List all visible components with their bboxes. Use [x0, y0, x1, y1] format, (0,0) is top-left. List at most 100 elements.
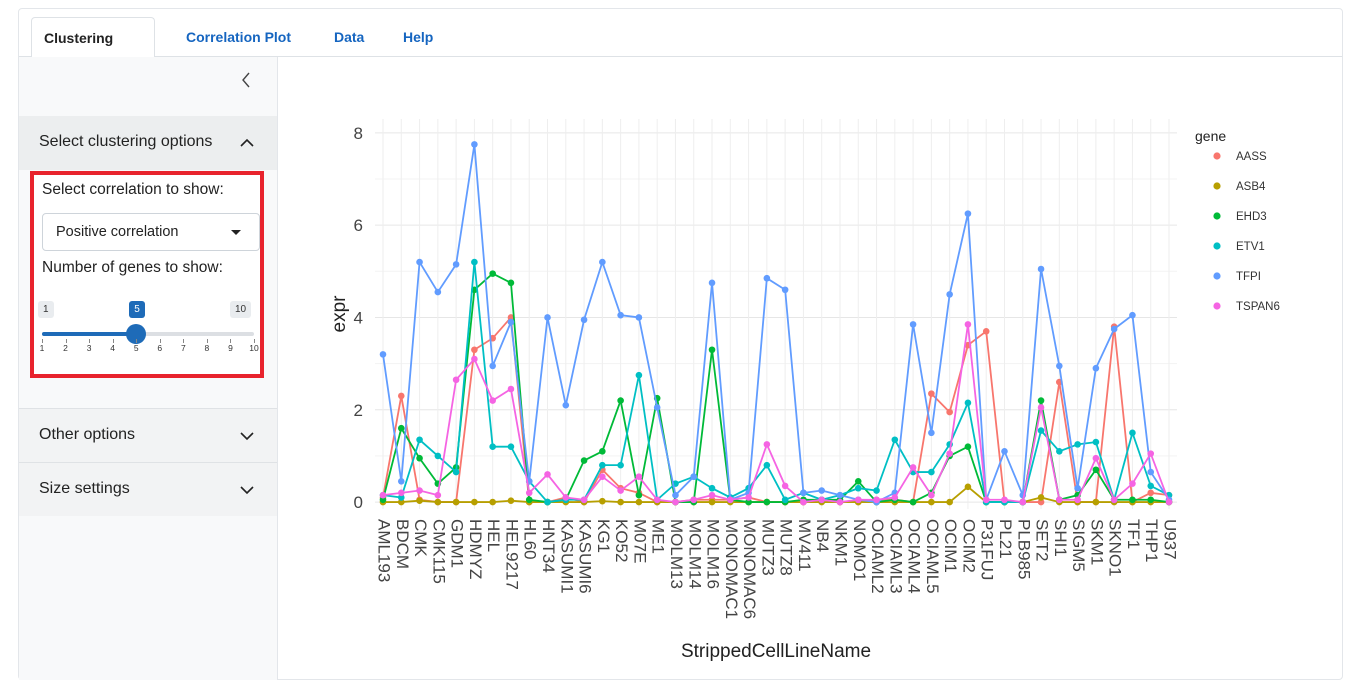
accordion-clustering-options[interactable]: Select clustering options: [19, 116, 277, 170]
data-point: [964, 210, 972, 217]
data-point: [452, 376, 460, 384]
data-point: [1147, 482, 1155, 490]
slider-tick: [42, 339, 43, 343]
x-tick-label: OCIAML2: [868, 519, 887, 594]
data-point: [580, 457, 588, 464]
x-tick-label: MV411: [795, 519, 814, 572]
y-tick-label: 8: [354, 124, 363, 143]
data-point: [416, 436, 423, 444]
accordion-title: Other options: [39, 426, 136, 443]
y-tick-label: 2: [354, 401, 363, 420]
x-tick-label: M07E: [630, 519, 649, 563]
data-point: [617, 487, 624, 494]
chevron-left-icon: [242, 72, 250, 88]
x-tick-label: MONOMAC1: [722, 519, 741, 619]
data-point: [690, 496, 698, 504]
slider-min-label: 1: [38, 301, 54, 318]
data-point: [672, 498, 679, 506]
x-tick-label: OCIM1: [941, 519, 960, 573]
legend-label: ASB4: [1236, 181, 1266, 193]
x-tick-label: OCIAML4: [905, 519, 924, 594]
data-point: [379, 496, 387, 504]
x-tick-label: NOMO1: [850, 519, 869, 581]
x-tick-label: HEL9217: [502, 519, 521, 590]
data-point: [1074, 441, 1081, 448]
x-tick-label: MUTZ3: [758, 519, 777, 576]
data-point: [525, 489, 533, 497]
data-point: [1074, 484, 1081, 492]
slider-tick-label: 2: [63, 343, 68, 353]
x-tick-label: OCIAML5: [923, 519, 942, 594]
x-tick-label: PLB985: [1014, 519, 1033, 580]
data-point: [434, 498, 442, 506]
legend-swatch: [1213, 182, 1221, 190]
data-point: [507, 279, 515, 287]
data-point: [1147, 450, 1155, 457]
data-point: [452, 261, 460, 268]
data-point: [928, 491, 935, 499]
legend-title: gene: [1195, 128, 1226, 144]
x-tick-label: MOLM13: [667, 519, 686, 589]
slider-tick-label: 1: [39, 343, 45, 353]
accordion-size-settings[interactable]: Size settings: [19, 462, 277, 516]
data-point: [471, 258, 478, 266]
slider-tick-label: 5: [133, 343, 139, 353]
data-point: [489, 362, 496, 370]
data-point: [489, 498, 496, 506]
data-point: [562, 401, 570, 409]
slider-track[interactable]: [42, 332, 254, 336]
x-tick-label: HNT34: [539, 519, 558, 573]
tab-correlation-plot[interactable]: Correlation Plot: [186, 29, 292, 45]
data-point: [653, 404, 661, 411]
genes-slider[interactable]: 1 10 5 1 2 3 4 5 6 7 8 9 10: [34, 287, 260, 353]
data-point: [471, 346, 478, 354]
data-point: [471, 498, 478, 506]
data-point: [1129, 429, 1136, 437]
data-point: [544, 498, 551, 506]
data-point: [982, 328, 990, 335]
y-tick-label: 0: [354, 493, 363, 512]
data-point: [1165, 498, 1173, 506]
accordion-title: Size settings: [39, 480, 130, 497]
x-tick-label: OCIM2: [959, 519, 978, 573]
data-point: [1092, 466, 1100, 474]
data-point: [909, 321, 917, 328]
slider-value-label: 5: [129, 301, 145, 318]
data-point: [1037, 397, 1045, 404]
x-tick-label: CMK: [411, 519, 430, 557]
x-tick-label: SKM1: [1087, 519, 1106, 565]
data-point: [397, 498, 405, 506]
data-point: [635, 314, 643, 321]
data-point: [946, 408, 953, 416]
slider-tick-label: 4: [110, 343, 116, 353]
slider-tick-label: 7: [180, 343, 186, 353]
x-tick-label: OCIAML3: [886, 519, 905, 594]
data-point: [617, 461, 624, 469]
data-point: [599, 497, 606, 505]
data-point: [599, 258, 606, 266]
data-point: [1019, 498, 1027, 506]
data-point: [1129, 480, 1136, 487]
legend-label: TSPAN6: [1236, 301, 1280, 313]
correlation-select[interactable]: Positive correlation: [42, 213, 260, 251]
tab-data[interactable]: Data: [334, 29, 365, 45]
data-point: [781, 286, 789, 294]
slider-handle[interactable]: [126, 324, 147, 344]
data-point: [507, 443, 515, 450]
slider-tick: [206, 339, 208, 343]
data-point: [672, 491, 679, 499]
tab-help[interactable]: Help: [403, 29, 434, 45]
accordion-other-options[interactable]: Other options: [19, 408, 277, 462]
x-axis-title: StrippedCellLineName: [681, 641, 871, 662]
sidebar-collapse-button[interactable]: [237, 70, 255, 90]
data-point: [818, 487, 825, 494]
clustering-plot[interactable]: 0 2 4 6 8 AML193 BDCM CMK CMK115 GDM1 HDMYZ HEL HEL9…: [279, 57, 1343, 679]
data-point: [507, 385, 515, 393]
data-point: [928, 390, 935, 397]
x-tick-label: U937: [1161, 519, 1180, 560]
line-chart[interactable]: 0 2 4 6 8 AML193 BDCM CMK CMK115 GDM1 HDMYZ HEL HEL9…: [279, 57, 1343, 679]
data-point: [946, 498, 953, 506]
tab-clustering-plot[interactable]: Clustering Plot: [31, 17, 155, 86]
series-line: [382, 144, 1170, 504]
data-point: [964, 483, 972, 491]
